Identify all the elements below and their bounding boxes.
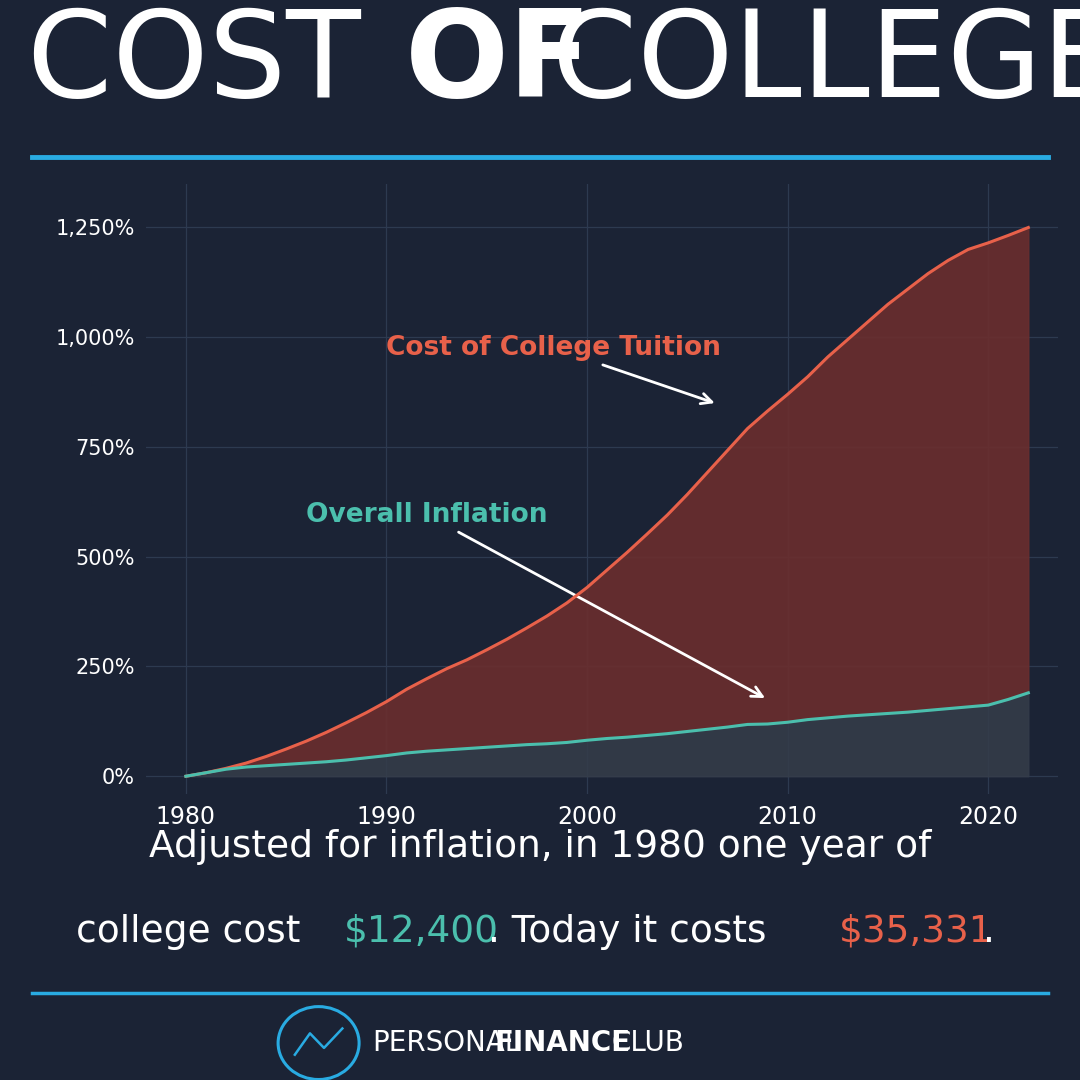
Text: PERSONAL: PERSONAL	[373, 1029, 521, 1057]
Text: Cost of College Tuition: Cost of College Tuition	[387, 335, 721, 404]
Text: COLLEGE: COLLEGE	[513, 5, 1080, 122]
Text: .: .	[984, 914, 996, 949]
Text: OF: OF	[405, 5, 593, 122]
Text: COST: COST	[27, 5, 400, 122]
Text: Overall Inflation: Overall Inflation	[307, 502, 762, 697]
Text: CLUB: CLUB	[611, 1029, 685, 1057]
Text: college cost: college cost	[76, 914, 312, 949]
Text: FINANCE: FINANCE	[495, 1029, 631, 1057]
Text: $35,331: $35,331	[839, 914, 994, 949]
Text: . Today it costs: . Today it costs	[488, 914, 779, 949]
Text: $12,400: $12,400	[345, 914, 499, 949]
Text: Adjusted for inflation, in 1980 one year of: Adjusted for inflation, in 1980 one year…	[149, 828, 931, 865]
